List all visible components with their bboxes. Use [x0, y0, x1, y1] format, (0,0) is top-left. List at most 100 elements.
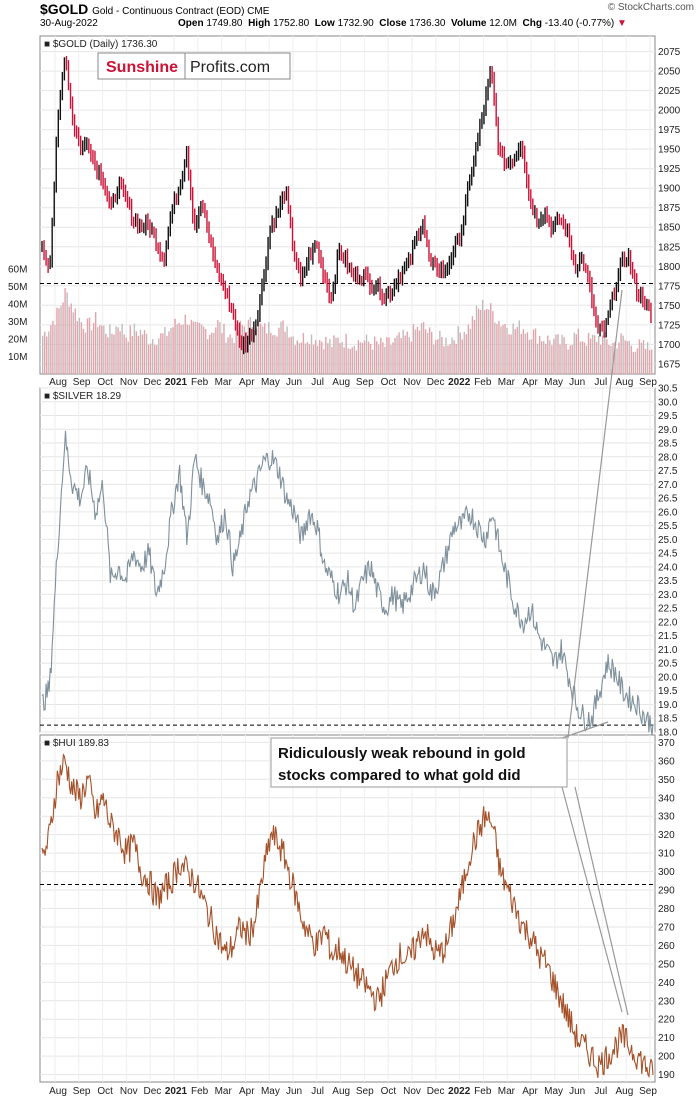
volume-bar	[644, 348, 647, 374]
volume-bar	[483, 310, 486, 374]
volume-bar	[255, 328, 258, 374]
volume-bar	[82, 329, 85, 374]
volume-bar	[278, 327, 280, 374]
volume-bar	[514, 329, 516, 374]
volume-bar	[44, 331, 46, 374]
quote-bar: Open 1749.80 High 1752.80 Low 1732.90 Cl…	[178, 18, 627, 29]
x-axis-label: Jun	[286, 377, 302, 388]
volume-bar	[526, 332, 529, 374]
volume-bar	[373, 336, 376, 374]
volume-bar	[463, 331, 465, 374]
hui-y-tick-label: 230	[658, 996, 675, 1007]
volume-bar	[347, 348, 349, 374]
volume-bar	[290, 336, 292, 374]
x-axis-label: May	[261, 377, 280, 388]
volume-bar	[510, 334, 512, 374]
sunshine-profits-watermark: Sunshine Profits.com	[97, 52, 291, 80]
x-axis-label: Mar	[215, 377, 233, 388]
gold-y-tick-label: 1925	[658, 164, 681, 175]
silver-y-tick-label: 30.5	[658, 384, 678, 395]
volume-bar	[512, 323, 514, 374]
volume-bar	[314, 340, 317, 374]
gold-y-tick-label: 1700	[658, 340, 681, 351]
volume-bar	[107, 337, 109, 374]
volume-bar	[184, 314, 186, 374]
volume-bar	[263, 323, 266, 374]
volume-bar	[587, 332, 590, 374]
x-axis-label: Mar	[215, 1086, 233, 1097]
volume-bar	[557, 334, 559, 374]
volume-bar	[394, 337, 396, 374]
volume-bar	[274, 334, 276, 374]
volume-bar	[392, 342, 394, 374]
volume-bar	[638, 339, 641, 374]
volume-bar	[361, 342, 364, 374]
volume-bar	[363, 340, 366, 374]
volume-bar	[508, 334, 510, 374]
volume-bar	[86, 318, 89, 374]
volume-bar	[620, 333, 622, 374]
volume-bar	[233, 342, 235, 374]
volume-bar	[88, 317, 91, 374]
volume-bar	[139, 329, 142, 374]
volume-bar	[270, 332, 272, 374]
silver-y-tick-label: 22.5	[658, 604, 678, 615]
hui-y-tick-label: 260	[658, 941, 675, 952]
volume-bar	[316, 346, 319, 374]
volume-bar	[133, 323, 136, 374]
silver-y-tick-label: 30.0	[658, 397, 678, 408]
volume-bar	[158, 338, 160, 374]
volume-bar	[426, 332, 429, 374]
volume-bar	[74, 308, 76, 374]
volume-y-tick-label: 50M	[8, 282, 27, 293]
gold-y-tick-label: 2000	[658, 106, 681, 117]
volume-bar	[192, 321, 195, 374]
volume-bar	[292, 336, 294, 374]
silver-y-tick-label: 29.5	[658, 411, 678, 422]
volume-bar	[650, 349, 653, 374]
volume-bar	[213, 332, 215, 374]
volume-bar	[553, 338, 555, 374]
volume-bar	[276, 336, 278, 374]
volume-bar	[96, 327, 99, 374]
volume-bar	[632, 351, 635, 374]
silver-y-tick-label: 24.0	[658, 562, 678, 573]
volume-bar	[595, 341, 598, 374]
volume-bar	[178, 322, 180, 374]
hui-y-tick-label: 360	[658, 756, 675, 767]
volume-bar	[245, 331, 248, 374]
volume-bar	[304, 343, 307, 374]
volume-bar	[549, 340, 551, 374]
hui-y-tick-label: 300	[658, 867, 675, 878]
volume-bar	[518, 320, 520, 374]
volume-bar	[56, 307, 58, 374]
silver-y-tick-label: 25.5	[658, 521, 678, 532]
gold-y-tick-label: 1725	[658, 320, 681, 331]
volume-bar	[166, 335, 168, 374]
volume-bar	[282, 320, 284, 374]
gold-plot-frame	[39, 35, 656, 375]
volume-bar	[84, 332, 87, 374]
volume-bar	[412, 324, 415, 374]
x-axis-label: Dec	[427, 377, 445, 388]
volume-bar	[640, 342, 643, 374]
volume-bar	[414, 329, 417, 374]
volume-bar	[479, 309, 482, 374]
volume-bar	[433, 344, 435, 374]
volume-bar	[131, 336, 134, 374]
silver-y-tick-label: 23.5	[658, 576, 678, 587]
volume-bar	[536, 343, 539, 374]
volume-bar	[308, 344, 311, 374]
silver-legend: ■ $SILVER 18.29	[44, 391, 121, 402]
volume-bar	[416, 326, 419, 374]
gold-y-tick-label: 2050	[658, 67, 681, 78]
x-axis-label: Nov	[120, 1086, 138, 1097]
volume-bar	[524, 333, 527, 374]
volume-bar	[135, 331, 138, 374]
volume-bar	[388, 337, 390, 374]
x-axis-label: Aug	[616, 1086, 634, 1097]
down-arrow-icon: ▼	[617, 18, 627, 29]
volume-bar	[543, 341, 545, 374]
volume-y-tick-label: 30M	[8, 317, 27, 328]
volume-bar	[406, 331, 408, 374]
